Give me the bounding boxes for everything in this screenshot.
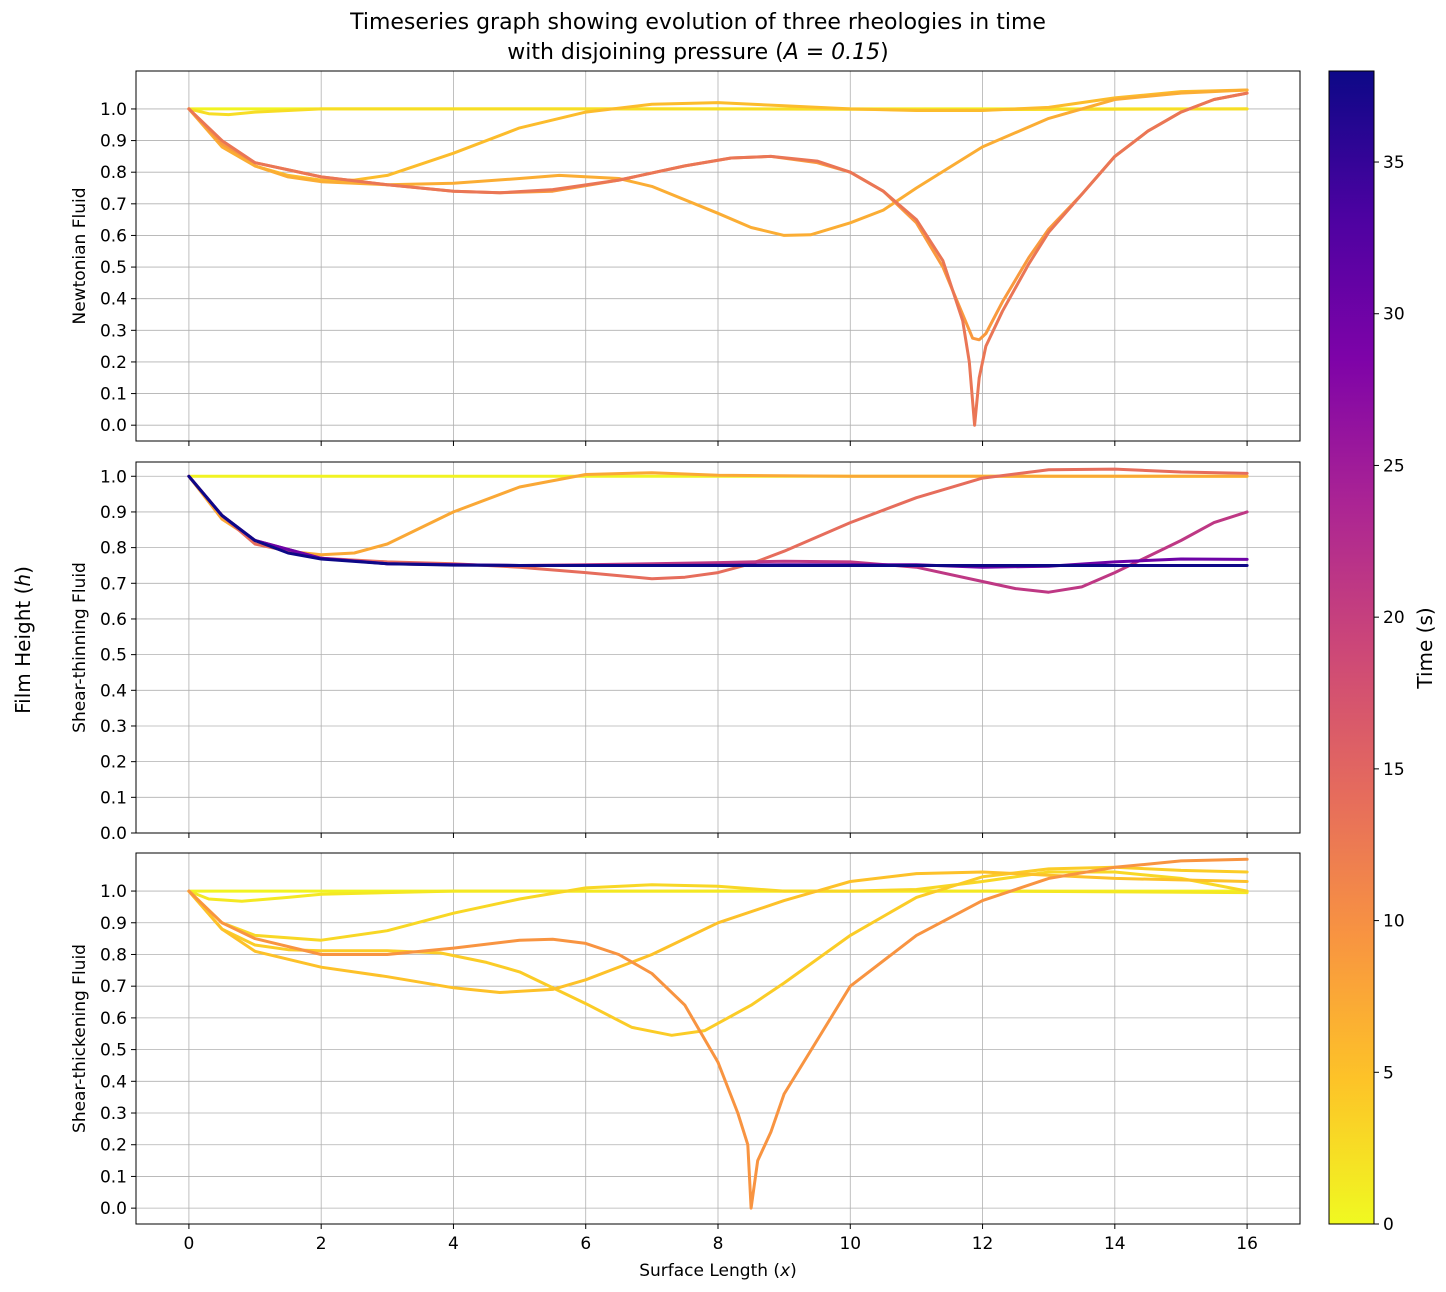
y-tick-label: 0.7 — [100, 574, 127, 594]
x-tick-label: 14 — [1104, 1234, 1126, 1254]
y-tick-label: 1.0 — [100, 100, 127, 120]
x-tick-label: 4 — [448, 1234, 459, 1254]
chart-title-line-2: with disjoining pressure (A = 0.15) — [507, 40, 889, 65]
y-tick-label: 0.1 — [100, 1167, 127, 1187]
y-tick-label: 0.2 — [100, 1136, 127, 1156]
colorbar: 0 5 10 15 20 25 30 35 Time (s) — [1328, 70, 1437, 1235]
series-line-5 — [187, 870, 1249, 994]
colorbar-tick-label: 0 — [1383, 1215, 1394, 1235]
colorbar-tick-label: 35 — [1383, 153, 1405, 173]
colorbar-tick-label: 5 — [1383, 1063, 1394, 1083]
y-tick-label: 0.4 — [100, 1072, 127, 1092]
panel-y-label: Shear-thickening Fluid — [70, 944, 90, 1133]
x-tick-label: 10 — [839, 1234, 861, 1254]
y-tick-label: 0.1 — [100, 788, 127, 808]
x-tick-label: 12 — [972, 1234, 994, 1254]
colorbar-tick-label: 30 — [1383, 305, 1405, 325]
y-tick-label: 0.4 — [100, 290, 127, 310]
series-line-3 — [187, 870, 1249, 942]
y-tick-label: 0.3 — [100, 321, 127, 341]
y-tick-label: 0.9 — [100, 503, 127, 523]
colorbar-label: Time (s) — [1413, 607, 1437, 689]
series-line-3 — [187, 88, 1249, 182]
colorbar-tick-label: 20 — [1383, 608, 1405, 628]
series-group — [187, 857, 1249, 1210]
y-tick-label: 0.3 — [100, 717, 127, 737]
panel-3: 0.0 0.1 0.2 0.3 0.4 0.5 0.6 0.7 0.8 0.9 1.0 0 2 4 6 8 10… — [70, 852, 1301, 1254]
y-tick-label: 0.0 — [100, 824, 127, 844]
panel-y-label: Shear-thinning Fluid — [70, 562, 90, 733]
y-tick-label: 0.4 — [100, 681, 127, 701]
x-tick-label: 16 — [1236, 1234, 1258, 1254]
series-group — [187, 88, 1249, 427]
x-tick-label: 8 — [713, 1234, 724, 1254]
y-tick-label: 0.5 — [100, 258, 127, 278]
y-tick-label: 0.2 — [100, 753, 127, 773]
colorbar-ticks: 0 5 10 15 20 25 30 35 — [1374, 153, 1405, 1235]
series-group — [187, 467, 1249, 594]
y-tick-label: 0.8 — [100, 945, 127, 965]
y-tick-label: 0.1 — [100, 385, 127, 405]
y-tick-label: 0.6 — [100, 226, 127, 246]
y-tick-label: 0.6 — [100, 1009, 127, 1029]
y-tick-label: 0.7 — [100, 195, 127, 215]
y-tick-label: 0.8 — [100, 163, 127, 183]
x-tick-label: 2 — [316, 1234, 327, 1254]
y-tick-label: 0.9 — [100, 132, 127, 152]
y-tick-label: 0.7 — [100, 977, 127, 997]
series-line-6 — [187, 474, 1249, 567]
y-tick-label: 0.2 — [100, 353, 127, 373]
y-tick-label: 0.5 — [100, 1041, 127, 1061]
y-tick-label: 0.0 — [100, 1199, 127, 1219]
x-tick-label: 6 — [580, 1234, 591, 1254]
y-tick-label: 0.9 — [100, 914, 127, 934]
colorbar-tick-label: 15 — [1383, 760, 1405, 780]
series-line-4 — [187, 88, 1249, 237]
y-tick-label: 0.0 — [100, 416, 127, 436]
colorbar-gradient — [1328, 70, 1375, 1225]
y-tick-label: 0.8 — [100, 539, 127, 559]
panel-1: 0.0 0.1 0.2 0.3 0.4 0.5 0.6 0.7 0.8 0.9 1.0 Newtoni… — [70, 70, 1301, 446]
panel-y-label: Newtonian Fluid — [70, 187, 90, 324]
colorbar-tick-label: 25 — [1383, 456, 1405, 476]
y-tick-label: 0.6 — [100, 610, 127, 630]
x-tick-label: 0 — [183, 1234, 194, 1254]
panels: 0.0 0.1 0.2 0.3 0.4 0.5 0.6 0.7 0.8 0.9 1.0 Newtoni… — [70, 70, 1301, 1254]
chart-title-line-1: Timeseries graph showing evolution of th… — [349, 10, 1046, 35]
y-tick-label: 0.3 — [100, 1104, 127, 1124]
y-tick-label: 1.0 — [100, 467, 127, 487]
panel-2: 0.0 0.1 0.2 0.3 0.4 0.5 0.6 0.7 0.8 0.9 1.0 Shear-t… — [70, 461, 1301, 844]
series-line-6 — [187, 91, 1249, 427]
x-axis-label: Surface Length (x) — [639, 1261, 797, 1281]
colorbar-tick-label: 10 — [1383, 912, 1405, 932]
film-height-label: Film Height (h) — [11, 566, 35, 714]
series-line-6 — [187, 857, 1249, 1210]
y-tick-label: 0.5 — [100, 646, 127, 666]
y-tick-label: 1.0 — [100, 882, 127, 902]
